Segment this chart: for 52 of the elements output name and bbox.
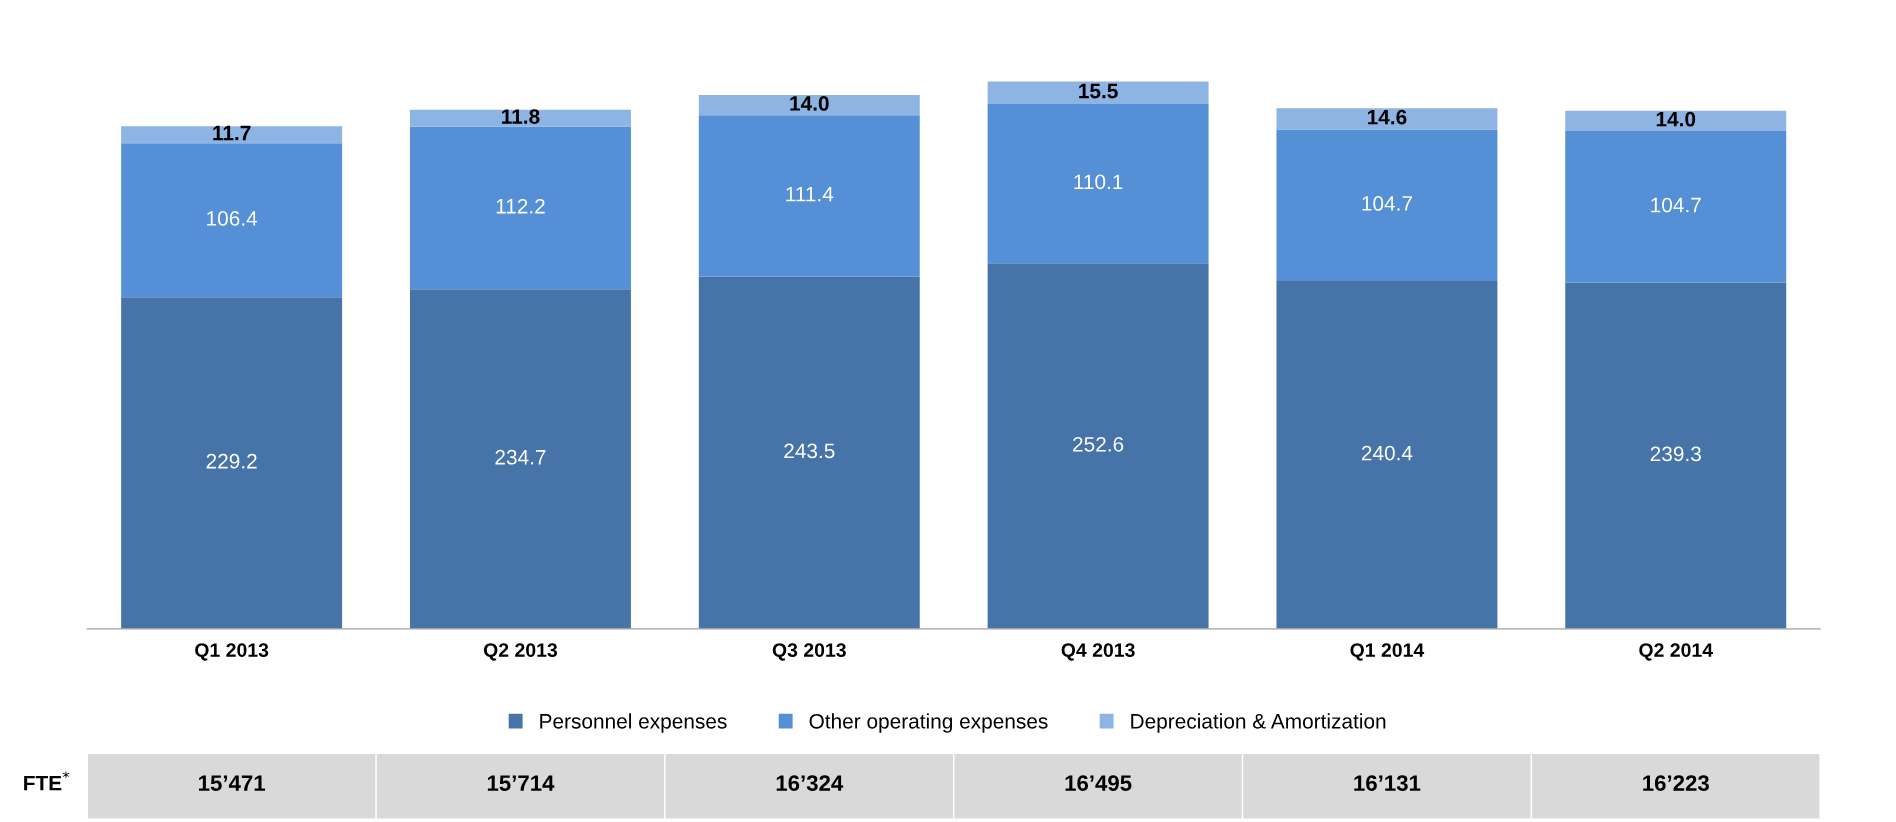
data-label: 229.2	[206, 453, 257, 469]
bar	[987, 104, 1209, 264]
data-label: 11.8	[502, 109, 540, 124]
bar	[698, 95, 920, 116]
legend-label: Other operating expenses	[809, 713, 1048, 733]
data-label: 14.0	[790, 96, 829, 111]
bar	[1565, 282, 1787, 629]
text: 16’495	[1065, 775, 1132, 791]
text: 15’714	[487, 775, 555, 791]
bar	[1276, 280, 1498, 629]
bar	[987, 263, 1209, 629]
bar	[121, 297, 343, 629]
bar	[1276, 108, 1498, 130]
data-label: 15.5	[1079, 83, 1118, 99]
bar	[1565, 110, 1787, 132]
x-tick-label: Q2 2014	[1639, 643, 1713, 661]
data-label: 14.0	[1656, 111, 1696, 127]
bar	[1276, 129, 1498, 281]
data-label: 243.5	[784, 443, 835, 459]
bar	[409, 126, 631, 290]
bar	[121, 143, 343, 298]
data-label: 240.4	[1361, 445, 1413, 461]
data-label: 106.4	[207, 211, 258, 226]
x-tick-label: Q1 2014	[1350, 643, 1425, 661]
bar	[409, 289, 631, 629]
legend-label: Depreciation & Amortization	[1131, 713, 1386, 733]
x-tick-label: Q2 2013	[483, 643, 558, 661]
text: FTE$^{*}$	[24, 771, 70, 791]
legend-label: Personnel expenses	[540, 713, 727, 733]
bar	[987, 81, 1209, 104]
data-label: 239.3	[1650, 446, 1701, 462]
text: 15’471	[199, 775, 265, 791]
data-label: 112.2	[496, 198, 545, 214]
data-label: 11.7	[213, 125, 251, 141]
x-tick-label: Q4 2013	[1061, 643, 1135, 661]
bar	[1565, 131, 1787, 283]
x-tick-label: Q1 2013	[195, 643, 269, 661]
data-label: 252.6	[1073, 436, 1124, 452]
text: 16’223	[1643, 775, 1709, 792]
bar	[698, 276, 920, 629]
data-label: 104.7	[1651, 197, 1701, 213]
data-label: 104.7	[1362, 196, 1412, 211]
data-label: 14.6	[1367, 109, 1407, 125]
bar	[121, 126, 343, 144]
data-label: 110.1	[1074, 174, 1123, 190]
bar	[698, 115, 920, 277]
bar	[409, 109, 631, 127]
data-label: 234.7	[495, 449, 546, 465]
text: 16’324	[776, 775, 844, 792]
text: 16’131	[1354, 775, 1421, 792]
data-label: 111.4	[786, 186, 834, 202]
x-tick-label: Q3 2013	[772, 643, 846, 661]
